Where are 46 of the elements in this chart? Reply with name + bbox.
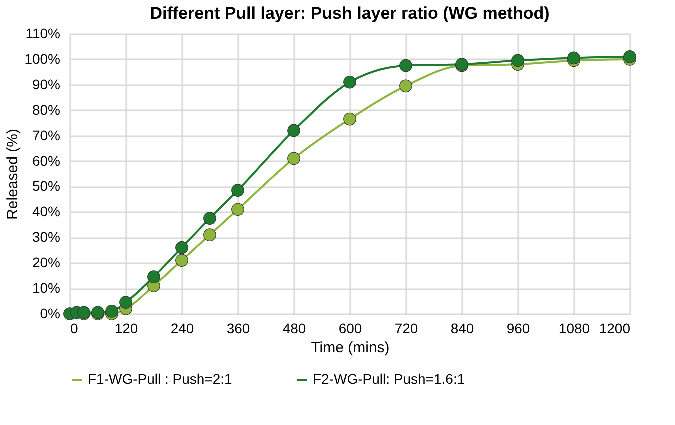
x-tick-label: 120 xyxy=(114,320,138,336)
point xyxy=(232,203,244,216)
y-tick-label: 0% xyxy=(40,306,60,322)
point xyxy=(176,241,188,254)
point xyxy=(232,184,244,197)
point xyxy=(204,212,216,225)
x-axis-title: Time (mins) xyxy=(311,340,390,356)
point xyxy=(106,305,118,318)
x-tick-label: 480 xyxy=(282,320,306,336)
y-tick-label: 110% xyxy=(26,26,60,42)
y-tick-label: 90% xyxy=(32,76,60,92)
point xyxy=(512,54,524,68)
x-tick-label: 720 xyxy=(394,320,418,336)
x-tick-label: 240 xyxy=(170,320,194,336)
y-tick-label: 60% xyxy=(32,152,60,169)
point xyxy=(400,80,412,93)
point xyxy=(288,152,300,166)
y-axis-title: Released (%) xyxy=(4,129,22,220)
point xyxy=(120,296,132,309)
y-tick-label: 20% xyxy=(32,254,60,271)
x-tick-label: 840 xyxy=(450,320,474,336)
point xyxy=(288,124,300,138)
x-tick-label: 0 xyxy=(70,320,78,336)
point xyxy=(568,52,580,65)
chart-title: Different Pull layer: Push layer ratio (WG method) xyxy=(150,4,550,23)
y-tick-label: 70% xyxy=(32,127,60,144)
point xyxy=(344,76,356,89)
x-tick-label: 960 xyxy=(506,320,530,336)
x-tick-label: 600 xyxy=(338,320,362,336)
y-tick-label: 80% xyxy=(32,102,60,118)
y-tick-label: 40% xyxy=(32,204,60,220)
point xyxy=(176,254,188,267)
point xyxy=(148,270,160,284)
y-tick-label: 30% xyxy=(32,229,60,246)
y-tick-label: 10% xyxy=(32,280,60,296)
legend-label: F2-WG-Pull: Push=1.6:1 xyxy=(313,371,466,387)
point xyxy=(624,50,636,64)
x-tick-label: 360 xyxy=(226,320,250,336)
legend-label: F1-WG-Pull : Push=2:1 xyxy=(88,371,233,387)
point xyxy=(400,59,412,72)
x-tick-label: 1080 xyxy=(558,320,590,336)
x-tick-label: 1200 xyxy=(599,320,631,336)
y-tick-label: 100% xyxy=(24,50,60,67)
y-tick-label: 50% xyxy=(32,178,60,194)
point xyxy=(344,112,356,126)
point xyxy=(204,228,216,242)
